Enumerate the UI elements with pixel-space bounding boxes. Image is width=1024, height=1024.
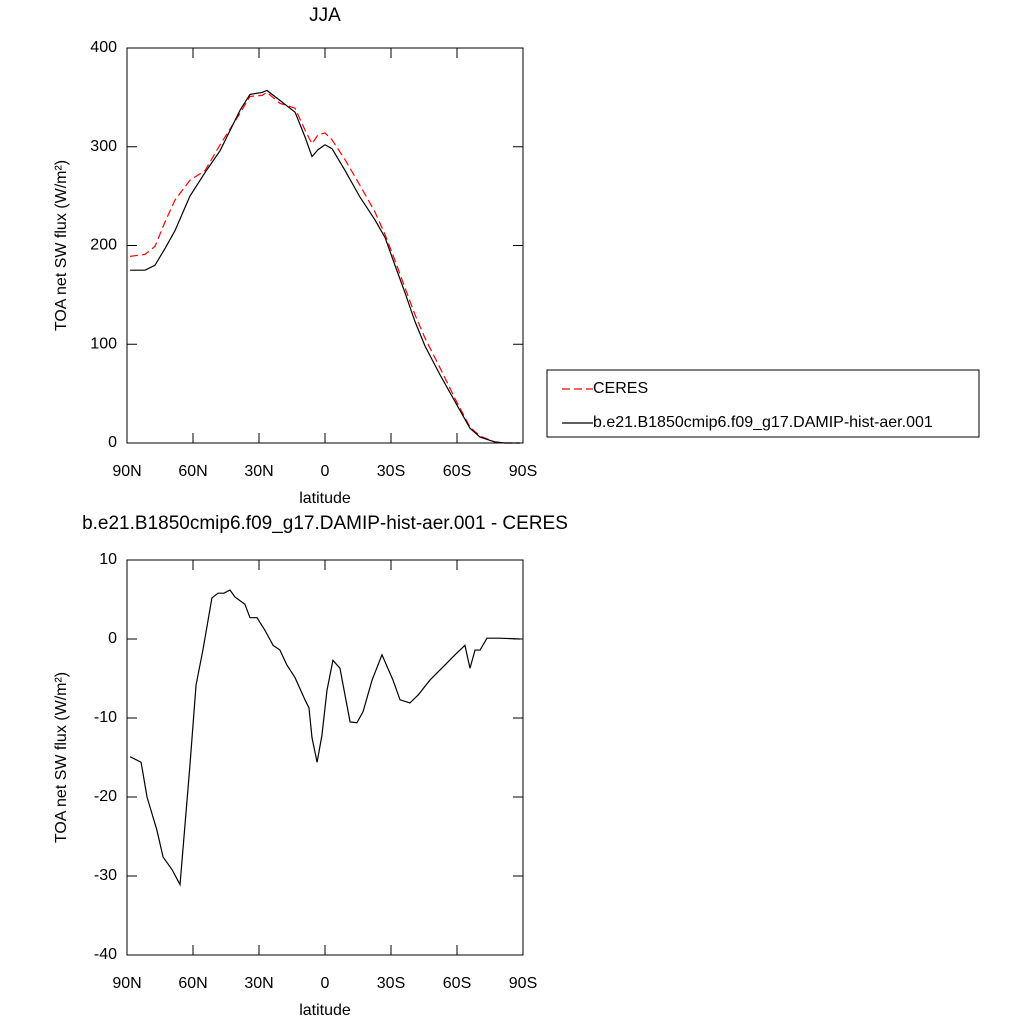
y-tick-label: 0 (108, 434, 117, 451)
x-tick-label: 90S (509, 975, 537, 992)
x-tick-label: 60S (443, 975, 471, 992)
plot-frame (126, 47, 524, 444)
x-tick-label: 30S (377, 463, 405, 480)
x-axis-label: latitude (299, 1002, 351, 1019)
x-tick-label: 0 (321, 463, 330, 480)
x-tick-label: 90N (112, 975, 141, 992)
y-tick-label: 100 (90, 335, 117, 352)
x-axis-label: latitude (299, 490, 351, 507)
y-tick-label: 400 (90, 39, 117, 56)
y-tick-label: -10 (94, 709, 117, 726)
data-line (130, 91, 520, 444)
x-tick-label: 60S (443, 463, 471, 480)
x-tick-label: 90S (509, 463, 537, 480)
x-tick-label: 30N (244, 463, 273, 480)
legend-label: CERES (593, 380, 648, 397)
y-tick-label: -40 (94, 946, 117, 963)
y-tick-label: -20 (94, 788, 117, 805)
x-tick-label: 30N (244, 975, 273, 992)
x-tick-label: 0 (321, 975, 330, 992)
legend: CERES b.e21.B1850cmip6.f09_g17.DAMIP-hist… (546, 369, 980, 438)
legend-box (546, 369, 980, 438)
x-tick-label: 90N (112, 463, 141, 480)
chart-title: b.e21.B1850cmip6.f09_g17.DAMIP-hist-aer.… (82, 513, 568, 534)
chart-title: JJA (309, 5, 341, 26)
y-axis-label: TOA net SW flux (W/m²) (53, 160, 70, 331)
legend-label: b.e21.B1850cmip6.f09_g17.DAMIP-hist-aer.… (593, 414, 933, 431)
data-line (129, 589, 520, 887)
x-tick-label: 60N (178, 463, 207, 480)
y-tick-label: 10 (99, 551, 117, 568)
x-tick-label: 30S (377, 975, 405, 992)
y-tick-label: 200 (90, 237, 117, 254)
y-axis-label: TOA net SW flux (W/m²) (53, 672, 70, 843)
plot-frame (126, 559, 524, 956)
data-line (130, 89, 520, 444)
x-tick-label: 60N (178, 975, 207, 992)
y-tick-label: 0 (108, 630, 117, 647)
y-tick-label: -30 (94, 867, 117, 884)
y-tick-label: 300 (90, 138, 117, 155)
